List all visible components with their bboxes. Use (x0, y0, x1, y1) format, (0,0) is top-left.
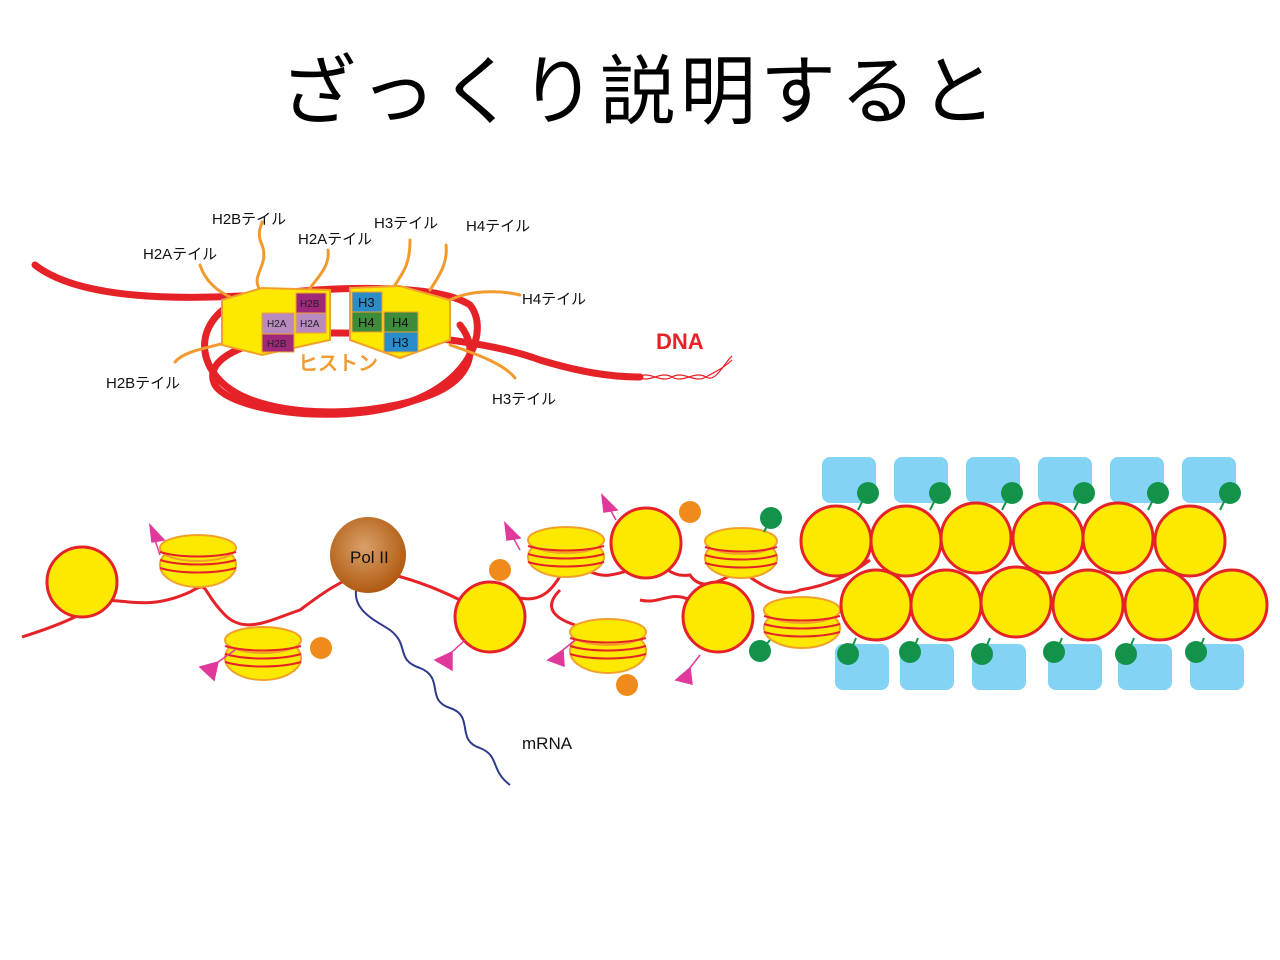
nucleosome-disc (224, 626, 302, 681)
linker-dna (550, 588, 691, 627)
nucleosome-disc (704, 527, 778, 579)
cell-label: H4 (392, 315, 409, 330)
tail-label-h3: H3テイル (374, 215, 438, 232)
methylation-flags (148, 492, 701, 685)
cell-label: H3 (392, 335, 409, 350)
tail-label-h2a: H2Aテイル (143, 246, 217, 263)
cell-label: H2A (300, 319, 320, 330)
nucleosome-disc (763, 596, 841, 649)
chromatin-fiber: mRNA Pol II (21, 457, 1269, 786)
h2b-cell (261, 333, 295, 353)
cell-label: H2B (300, 299, 320, 310)
tail-label-h2a: H2Aテイル (298, 231, 372, 248)
nucleosome-disc (569, 618, 647, 674)
histone-label: ヒストン (298, 351, 378, 375)
nucleosome-round (45, 506, 755, 654)
pol-ii-label: Pol II (350, 548, 389, 567)
cell-label: H4 (358, 315, 375, 330)
cell-label: H2A (267, 319, 287, 330)
methyl-dot (749, 482, 1241, 665)
nucleosome-disc (527, 526, 605, 578)
condensed-nucleosomes (799, 501, 1269, 642)
tail-label-h2b: H2Bテイル (106, 375, 180, 392)
h2a-cell (295, 312, 327, 334)
nucleosome-closeup: H2A H2B H2B H2A H3 H4 H4 H3 ヒストン DNA H2B… (31, 211, 733, 418)
dna-label: DNA (656, 329, 704, 354)
slide-title: ざっくり説明すると (280, 47, 1000, 136)
h3-cell (383, 331, 419, 353)
h4-cell (351, 311, 383, 333)
dna-double-helix (637, 355, 733, 380)
cell-label: H3 (358, 295, 375, 310)
cell-label: H2B (267, 339, 287, 350)
tail-label-h4: H4テイル (466, 218, 530, 235)
acetylation-marks (310, 501, 701, 696)
tail-label-h3: H3テイル (492, 391, 556, 408)
tail-label-h4: H4テイル (522, 291, 586, 308)
pol-ii-complex: Pol II (330, 517, 406, 593)
mrna-strand (354, 584, 511, 786)
tail-label-h2b: H2Bテイル (212, 211, 286, 228)
mrna-label: mRNA (522, 734, 573, 753)
histone-octamer: H2A H2B H2B H2A H3 H4 H4 H3 (221, 284, 451, 360)
nucleosome-disc (159, 534, 237, 588)
